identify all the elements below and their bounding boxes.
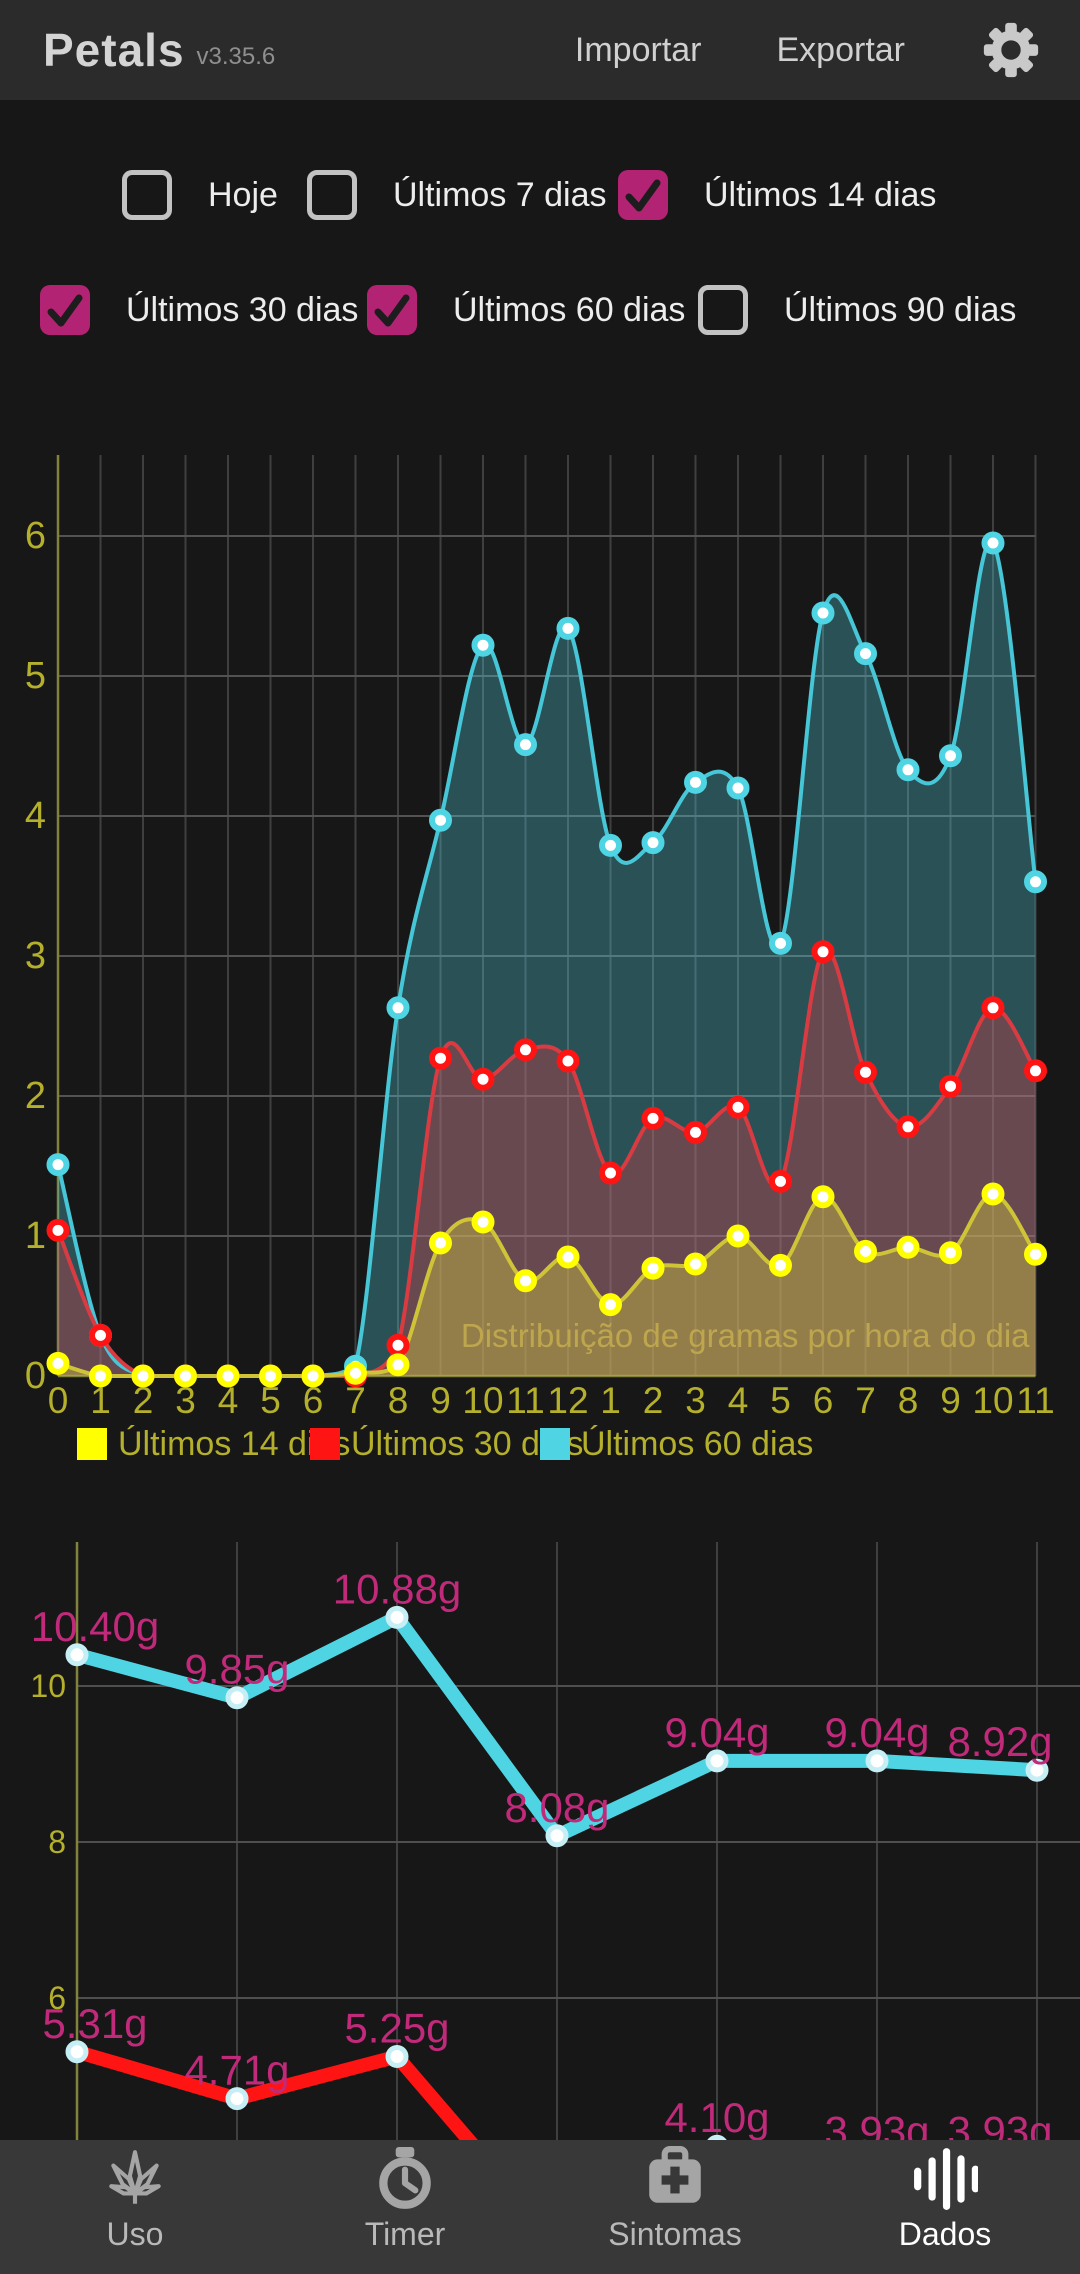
svg-text:4: 4 — [25, 795, 46, 837]
cannabis-leaf-icon — [109, 2150, 161, 2204]
svg-text:8.92g: 8.92g — [947, 1718, 1052, 1765]
svg-text:8: 8 — [898, 1380, 919, 1421]
svg-text:5.25g: 5.25g — [344, 2005, 449, 2052]
checkbox-box[interactable] — [618, 170, 668, 220]
nav-item-sintomas[interactable]: Sintomas — [565, 2146, 785, 2268]
svg-text:6: 6 — [25, 515, 46, 557]
svg-text:7: 7 — [855, 1380, 876, 1421]
stopwatch-icon — [379, 2147, 431, 2209]
checkbox-ultimos-7-dias[interactable]: Últimos 7 dias — [307, 170, 607, 220]
nav-item-uso[interactable]: Uso — [25, 2146, 245, 2268]
svg-text:4: 4 — [218, 1380, 239, 1421]
equalizer-bars-icon — [914, 2148, 978, 2210]
svg-text:6: 6 — [813, 1380, 834, 1421]
checkbox-label: Últimos 90 dias — [784, 290, 1017, 329]
nav-label-timer: Timer — [364, 2216, 446, 2252]
svg-text:3: 3 — [25, 935, 46, 977]
svg-text:12: 12 — [547, 1380, 588, 1421]
svg-text:11: 11 — [506, 1380, 544, 1421]
svg-text:5.31g: 5.31g — [42, 2000, 147, 2047]
svg-text:5: 5 — [260, 1380, 281, 1421]
svg-text:10.88g: 10.88g — [333, 1565, 461, 1612]
svg-text:8.08g: 8.08g — [504, 1784, 609, 1831]
nav-label-dados: Dados — [898, 2216, 992, 2252]
checkbox-box[interactable] — [122, 170, 172, 220]
bottom-nav: Uso Timer Sintomas — [0, 2140, 1080, 2274]
svg-text:3.93g: 3.93g — [947, 2108, 1052, 2141]
svg-text:9.04g: 9.04g — [664, 1709, 769, 1756]
svg-text:1: 1 — [600, 1380, 621, 1421]
app-header: Petals v3.35.6 Importar Exportar — [0, 0, 1080, 100]
checkbox-ultimos-90-dias[interactable]: Últimos 90 dias — [698, 285, 1016, 335]
checkbox-label: Últimos 14 dias — [704, 175, 937, 214]
app-version: v3.35.6 — [196, 43, 276, 70]
svg-text:2: 2 — [25, 1075, 46, 1117]
svg-text:8: 8 — [48, 1824, 66, 1860]
checkbox-ultimos-60-dias[interactable]: Últimos 60 dias — [367, 285, 685, 335]
checkbox-hoje[interactable]: Hoje — [122, 170, 278, 220]
nav-item-dados[interactable]: Dados — [835, 2146, 1055, 2268]
nav-item-timer[interactable]: Timer — [295, 2146, 515, 2268]
svg-text:5: 5 — [25, 655, 46, 697]
hourly-distribution-chart: 012345601234567891011121234567891011Dist… — [25, 455, 1055, 1463]
svg-text:4: 4 — [728, 1380, 749, 1421]
checkbox-ultimos-14-dias[interactable]: Últimos 14 dias — [618, 170, 936, 220]
daily-totals-chart: 10 8 6 10.40g 9.85g 10.88g 8.08g 9.04g 9.04g 8.92… — [30, 1542, 1080, 2141]
checkmark-icon — [374, 294, 410, 327]
svg-text:4.10g: 4.10g — [664, 2094, 769, 2140]
app-title: Petals — [43, 24, 185, 76]
svg-text:6: 6 — [48, 1980, 66, 2016]
checkbox-box[interactable] — [698, 285, 748, 335]
nav-label-uso: Uso — [106, 2216, 164, 2252]
export-button[interactable]: Exportar — [776, 30, 906, 69]
svg-text:1: 1 — [90, 1380, 111, 1421]
svg-text:9: 9 — [940, 1380, 961, 1421]
svg-text:3.93g: 3.93g — [824, 2108, 929, 2141]
svg-text:9.04g: 9.04g — [824, 1709, 929, 1756]
checkbox-box[interactable] — [367, 285, 417, 335]
svg-text:10: 10 — [30, 1668, 66, 1704]
svg-text:10.40g: 10.40g — [31, 1603, 159, 1650]
import-button[interactable]: Importar — [574, 30, 702, 69]
svg-text:0: 0 — [25, 1355, 46, 1397]
svg-text:3: 3 — [175, 1380, 196, 1421]
svg-text:2: 2 — [133, 1380, 154, 1421]
svg-text:Distribuição de gramas por hor: Distribuição de gramas por hora do dia — [461, 1317, 1030, 1354]
svg-text:9: 9 — [430, 1380, 451, 1421]
svg-text:0: 0 — [48, 1380, 69, 1421]
svg-text:6: 6 — [303, 1380, 324, 1421]
svg-text:3: 3 — [685, 1380, 706, 1421]
checkmark-icon — [625, 179, 661, 212]
checkbox-label: Últimos 60 dias — [453, 290, 686, 329]
checkbox-box[interactable] — [40, 285, 90, 335]
svg-text:10: 10 — [462, 1380, 503, 1421]
svg-text:9.85g: 9.85g — [184, 1646, 289, 1693]
svg-text:Últimos 60 dias: Últimos 60 dias — [581, 1425, 813, 1463]
svg-text:5: 5 — [770, 1380, 791, 1421]
gear-icon[interactable] — [980, 19, 1042, 81]
checkbox-ultimos-30-dias[interactable]: Últimos 30 dias — [40, 285, 358, 335]
checkbox-label: Últimos 7 dias — [393, 175, 607, 214]
checkbox-label: Últimos 30 dias — [126, 290, 359, 329]
svg-text:10: 10 — [972, 1380, 1013, 1421]
nav-label-sintomas: Sintomas — [608, 2216, 742, 2252]
medical-bag-icon — [649, 2146, 701, 2203]
svg-text:8: 8 — [388, 1380, 409, 1421]
checkmark-icon — [47, 294, 83, 327]
checkbox-box[interactable] — [307, 170, 357, 220]
svg-text:7: 7 — [345, 1380, 366, 1421]
svg-text:2: 2 — [643, 1380, 664, 1421]
svg-text:4.71g: 4.71g — [184, 2047, 289, 2094]
svg-text:11: 11 — [1016, 1380, 1054, 1421]
svg-text:1: 1 — [25, 1215, 46, 1257]
checkbox-label: Hoje — [208, 175, 278, 214]
